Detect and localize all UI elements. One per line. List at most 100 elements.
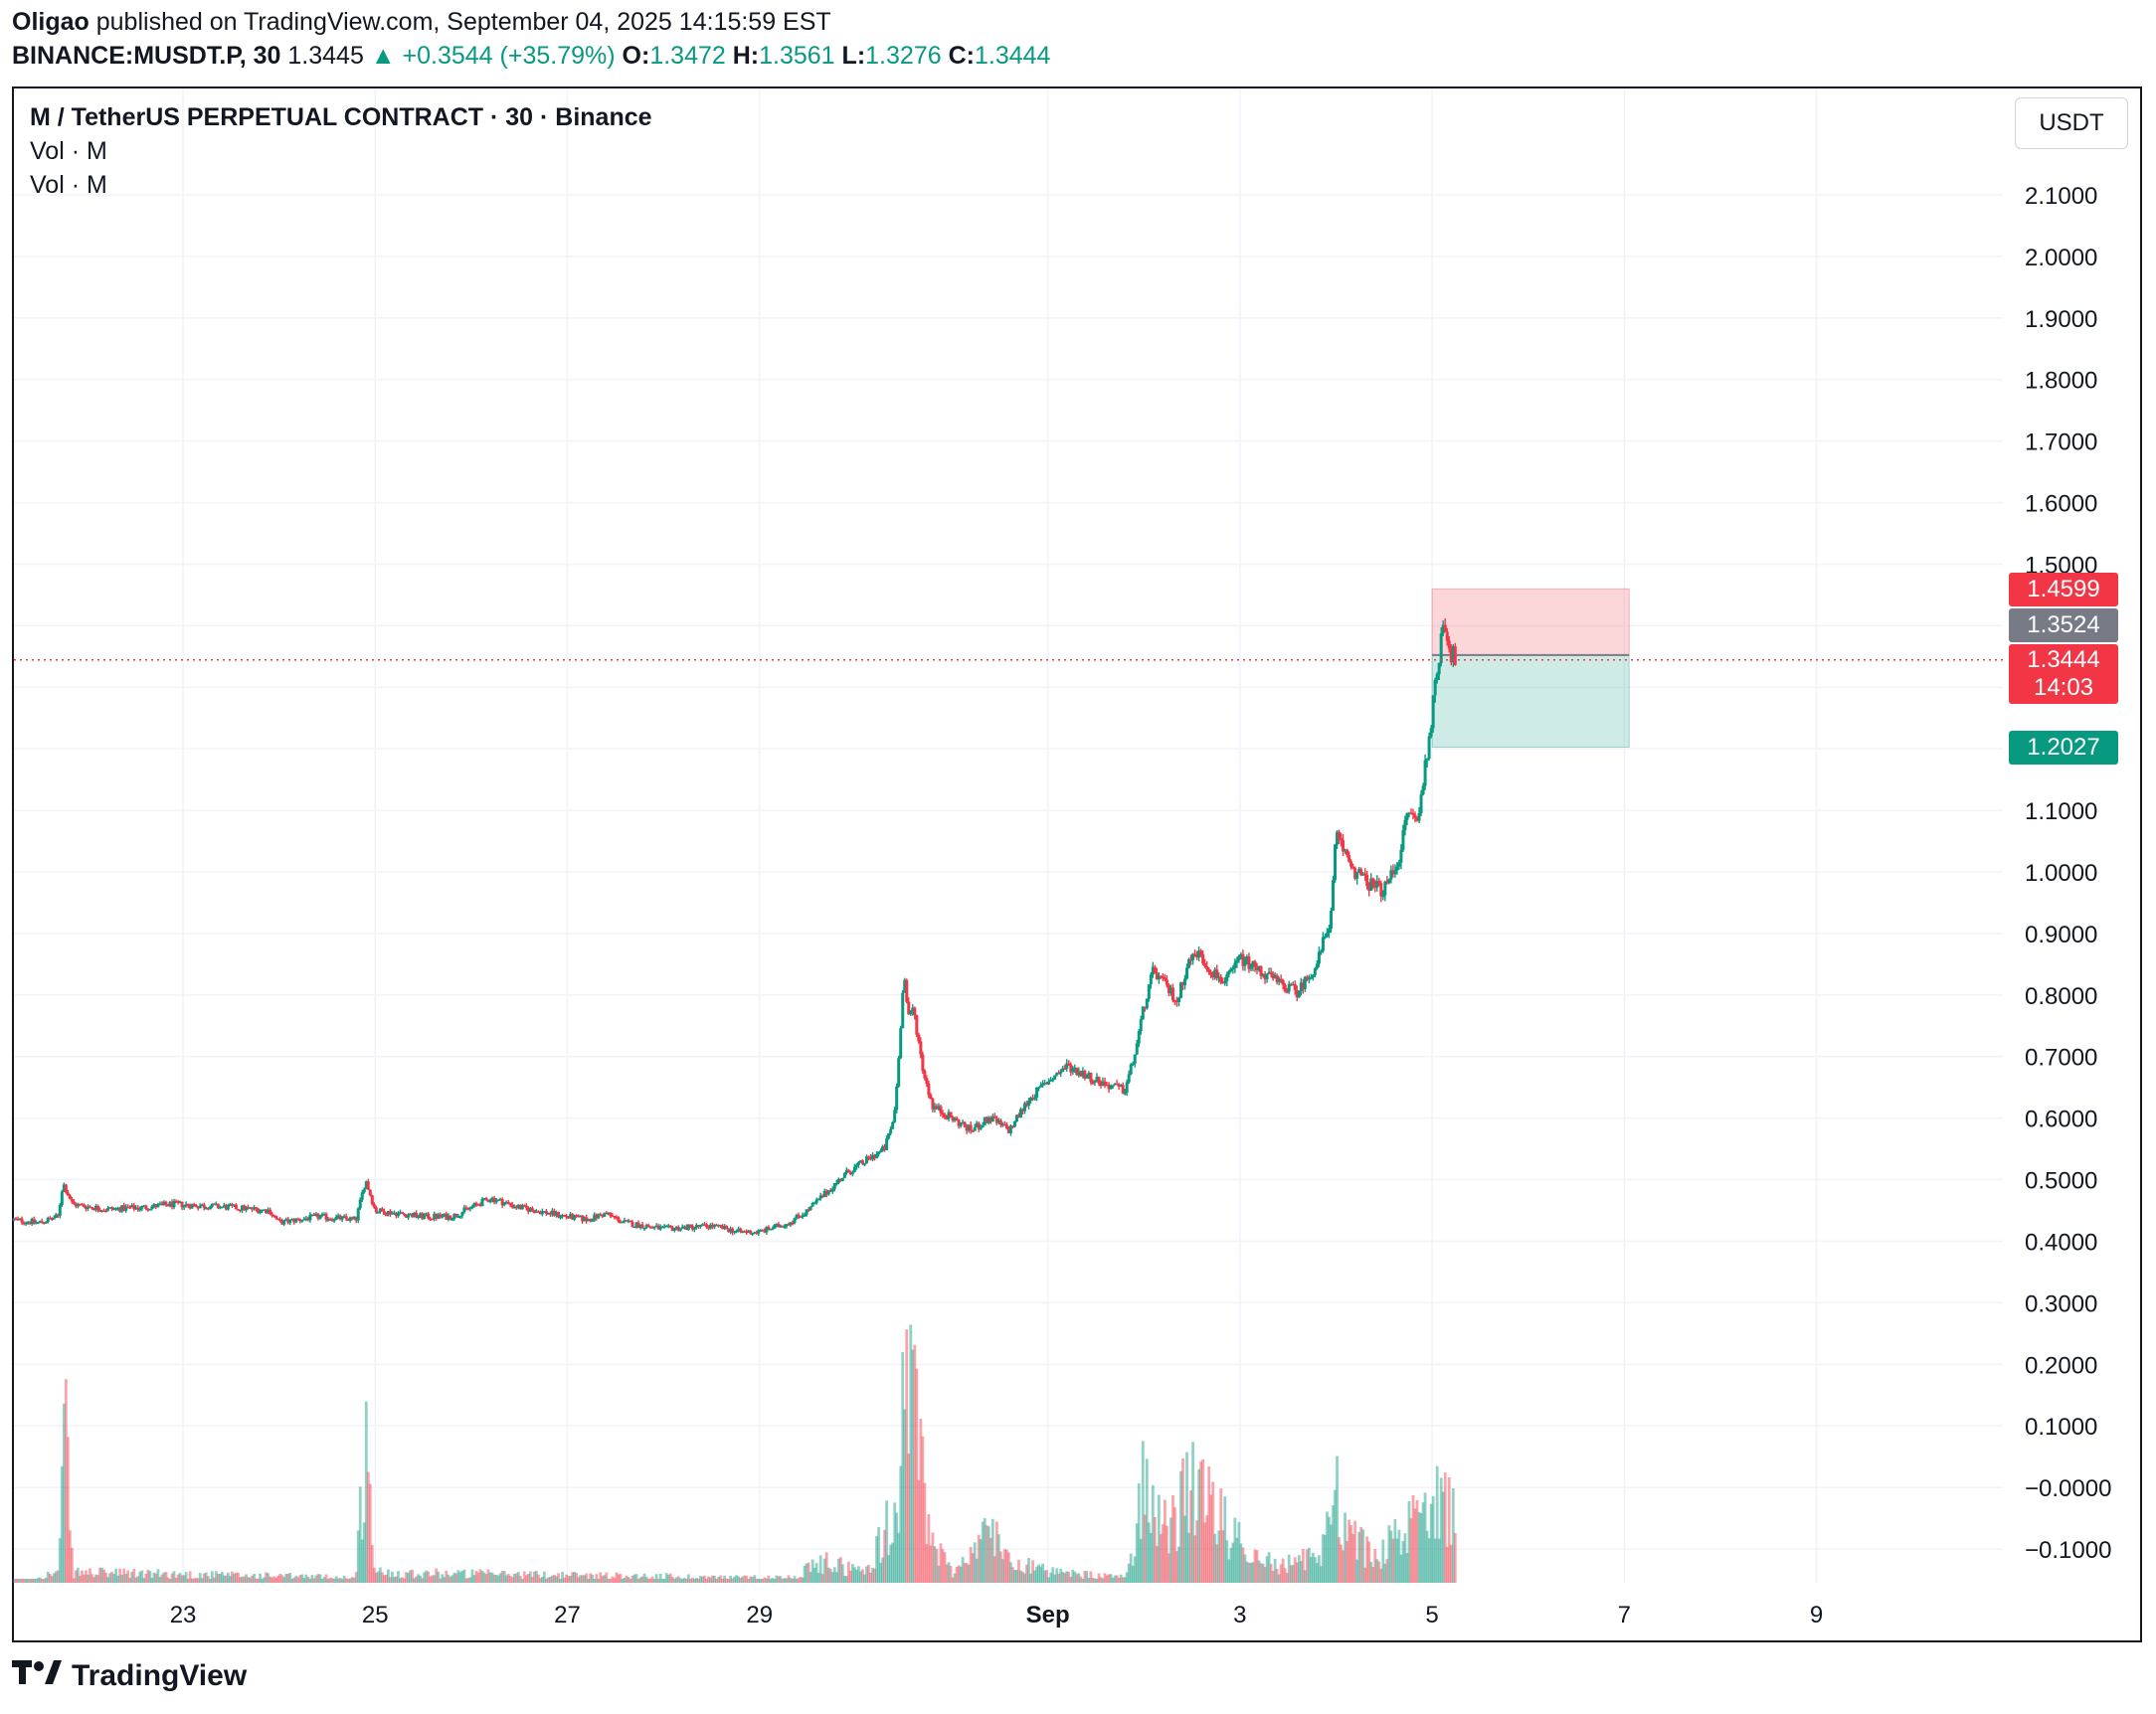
candle-body [1338,831,1342,838]
candle-body [844,1169,848,1173]
volume-bar [160,1574,164,1583]
volume-bar [1203,1522,1207,1583]
volume-bar [957,1565,961,1583]
volume-bar [990,1518,994,1583]
candle-body [875,1154,879,1158]
volume-bar [1073,1571,1077,1583]
candle-body [415,1212,419,1218]
volume-bar [441,1574,445,1583]
volume-bar [340,1579,344,1583]
volume-bar [1328,1516,1331,1583]
candle-body [298,1219,302,1221]
candle-body [1309,976,1313,979]
volume-bar [1303,1570,1307,1583]
candle-body [352,1216,356,1219]
candle-body [374,1207,378,1213]
volume-bar [462,1569,466,1583]
volume-bar [1069,1577,1073,1583]
volume-bar [1439,1477,1443,1583]
volume-bar [1291,1565,1295,1583]
candle-body [1395,866,1399,871]
candle-body [656,1225,660,1230]
volume-bar [130,1572,134,1583]
volume-legend-2[interactable]: Vol · M [30,171,107,199]
volume-bar [585,1573,589,1583]
volume-bar [688,1579,692,1583]
candle-body [152,1204,156,1207]
candle-body [947,1112,951,1119]
candle-body [550,1210,554,1215]
candle-body [1361,873,1365,876]
volume-bar [439,1578,443,1583]
candle-body [466,1208,470,1210]
candle-body [583,1217,587,1222]
volume-bar [947,1562,951,1583]
y-tick-label: 1.1000 [2025,798,2097,825]
candle-body [1299,982,1303,992]
volume-bar [634,1574,638,1583]
volume-bar [1075,1574,1079,1583]
candle-body [1077,1071,1081,1076]
volume-bar [344,1578,348,1583]
candle-body [1174,1000,1178,1002]
volume-bar [16,1579,20,1583]
candle-body [200,1204,204,1207]
candle-body [1253,960,1257,967]
volume-bar [1338,1537,1341,1583]
candle-body [1399,849,1403,863]
volume-bar [1369,1561,1373,1583]
volume-bar [987,1526,990,1583]
candle-body [1027,1101,1031,1107]
candle-body [605,1212,609,1215]
candle-body [971,1130,975,1132]
candle-body [644,1225,648,1228]
volume-bar [382,1575,386,1583]
candle-body [654,1225,658,1228]
candle-body [913,1007,917,1015]
candle-body [82,1204,86,1207]
chart-legend-title[interactable]: M / TetherUS PERPETUAL CONTRACT · 30 · B… [30,103,652,131]
volume-bar [1145,1458,1149,1583]
volume-bar [158,1577,162,1583]
candle-body [1085,1075,1089,1079]
candle-body [563,1215,567,1217]
candle-body [901,992,905,1029]
volume-bar [226,1572,230,1583]
volume-bar [923,1482,927,1583]
volume-legend-1[interactable]: Vol · M [30,137,107,165]
volume-bar [753,1575,757,1583]
candle-body [1213,969,1217,977]
volume-bar [286,1573,290,1583]
chart-frame[interactable] [12,86,2142,1642]
candle-body [1373,885,1377,888]
volume-bar [1213,1533,1217,1583]
volume-bar [44,1577,48,1583]
volume-bar [961,1557,965,1583]
volume-bar [1401,1541,1405,1583]
candle-body [1119,1085,1123,1087]
candle-body [1123,1092,1127,1095]
candle-body [1241,953,1245,966]
close-label: C: [948,42,975,70]
volume-bar [1361,1529,1365,1583]
candle-body [1191,953,1195,960]
candle-body [230,1204,234,1206]
candle-body [407,1215,411,1218]
volume-bar [699,1576,702,1583]
volume-bar [1164,1499,1167,1583]
candle-body [793,1218,797,1224]
candle-body [783,1226,787,1228]
volume-bar [423,1572,427,1583]
tradingview-brand[interactable]: TradingView [12,1658,247,1694]
volume-bar [1175,1551,1178,1583]
volume-bar [1235,1537,1239,1583]
volume-bar [973,1542,977,1583]
candle-body [848,1172,852,1174]
currency-unit-button[interactable]: USDT [2015,97,2128,149]
volume-bar [769,1579,773,1583]
candle-body [646,1225,650,1228]
volume-bar [711,1575,714,1583]
candle-body [1453,646,1457,666]
volume-bar [1241,1547,1245,1583]
